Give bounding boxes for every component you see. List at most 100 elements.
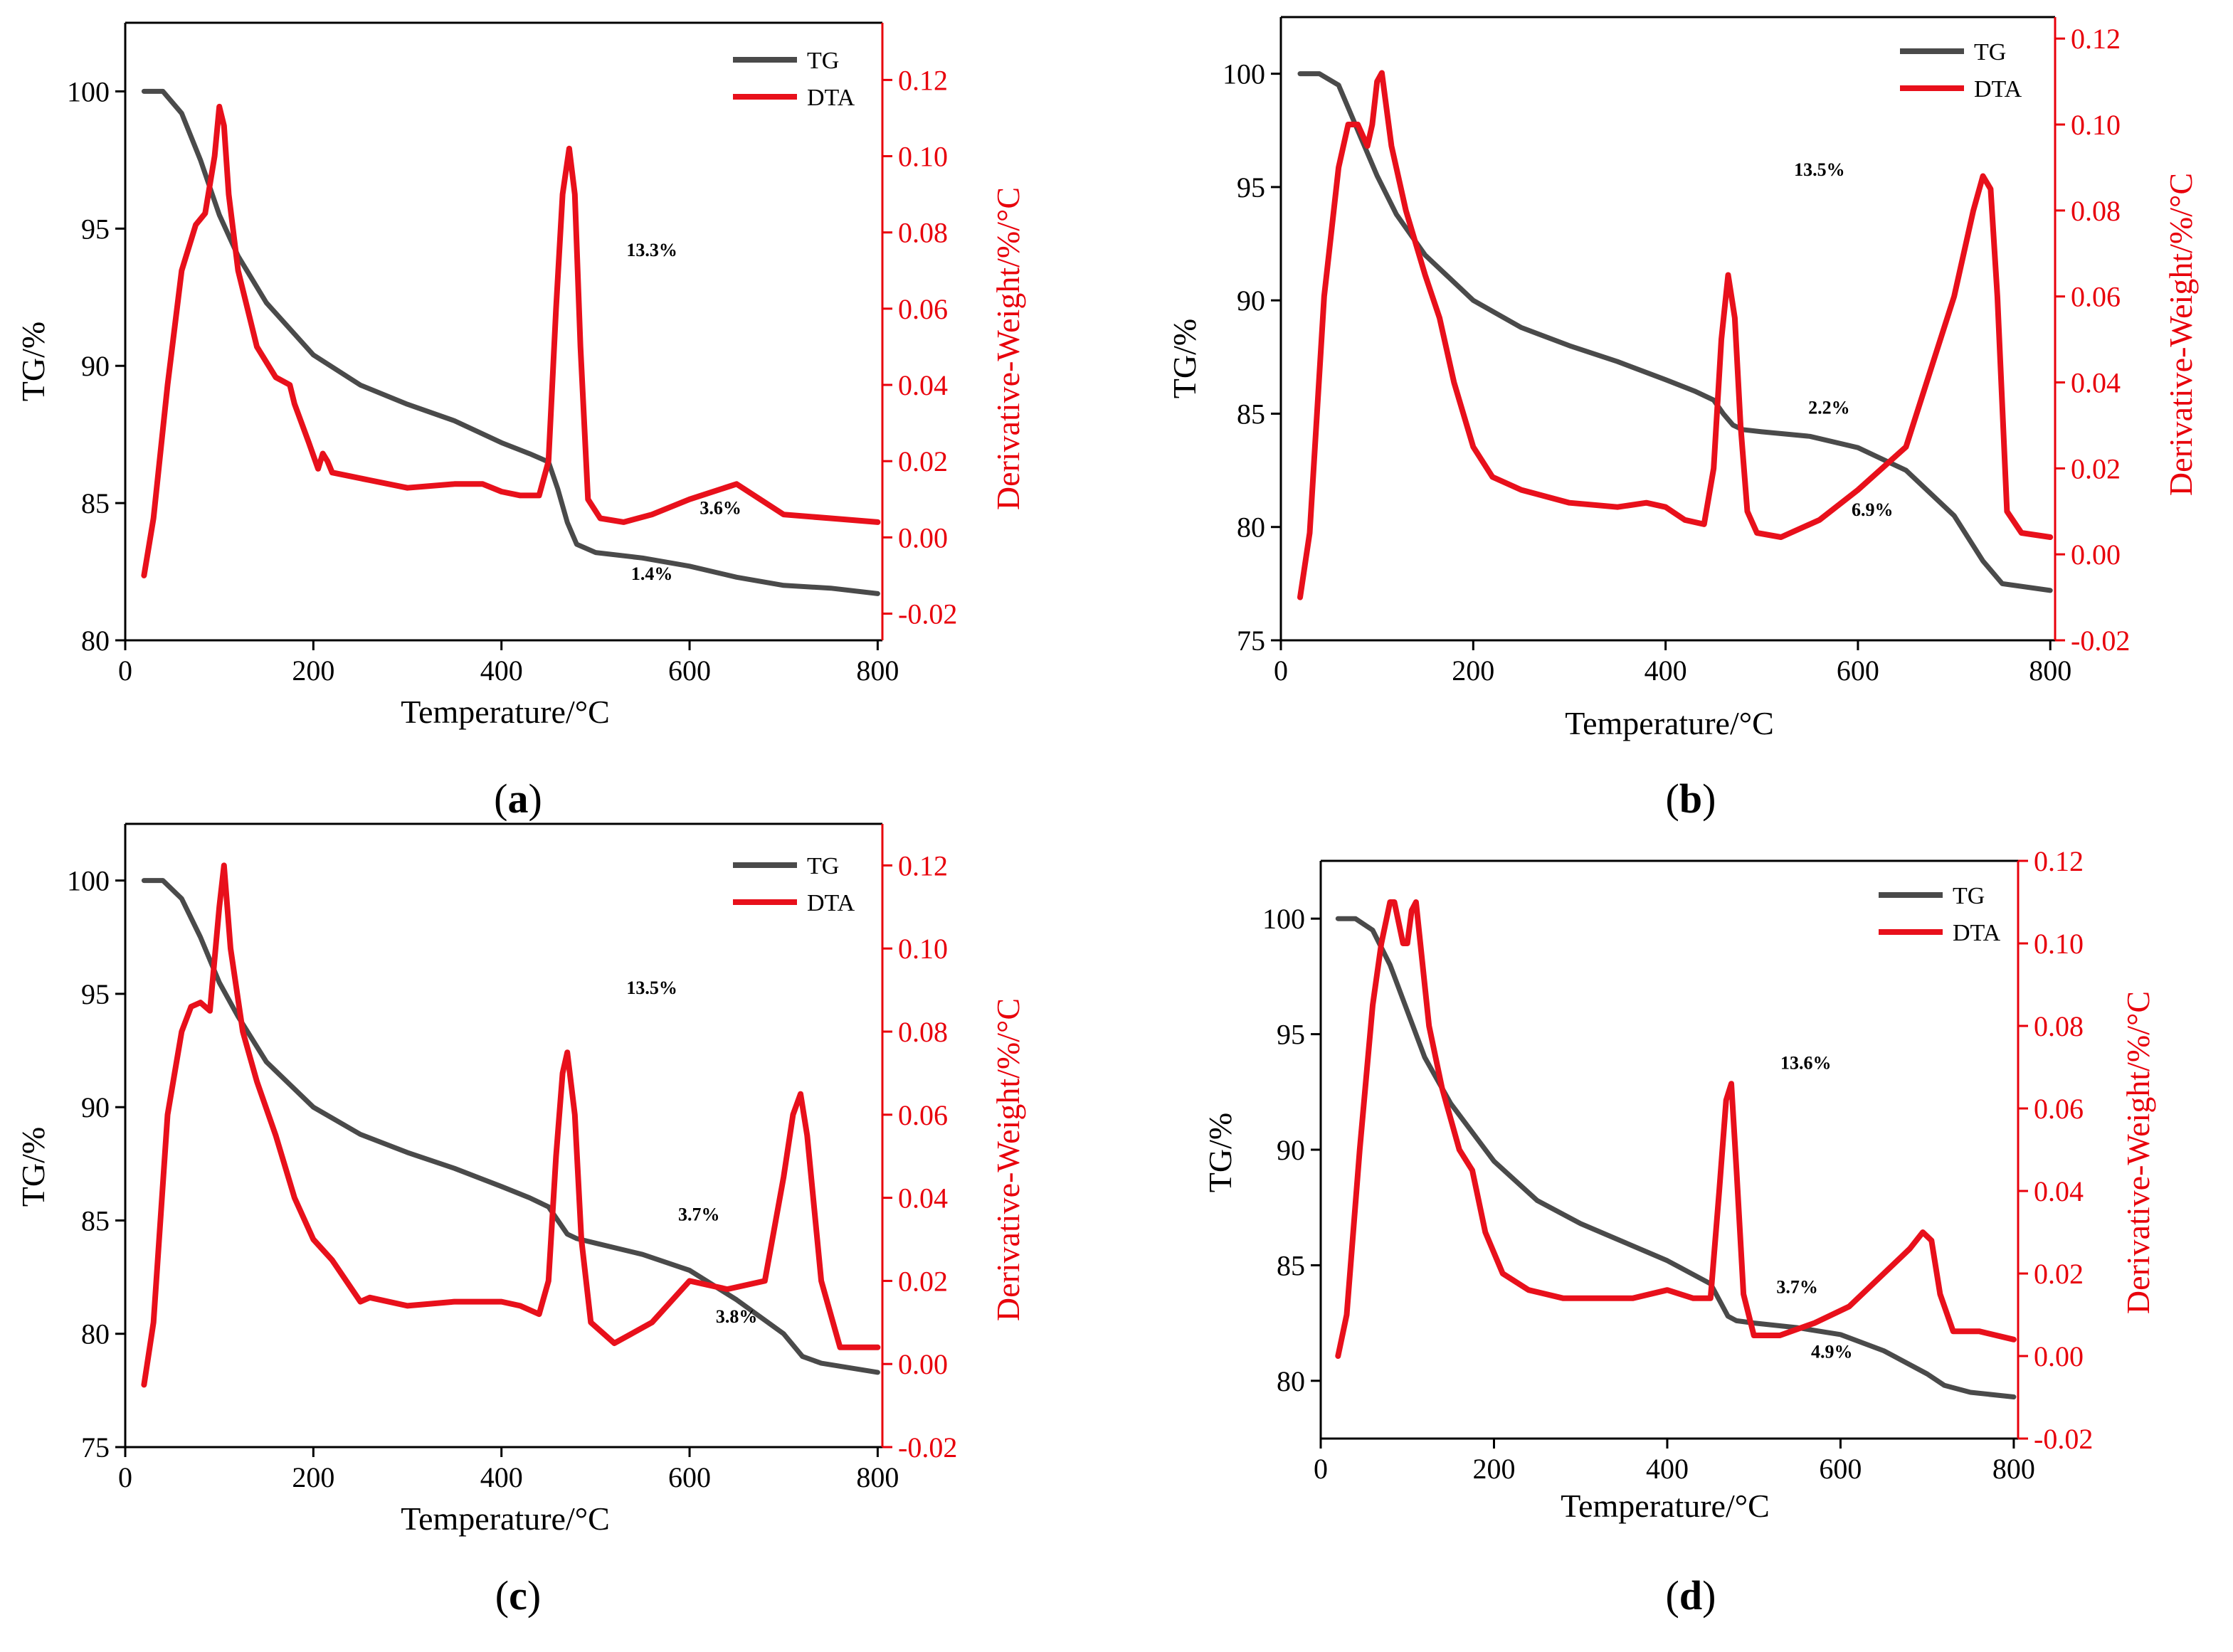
panel-a-tg-line (141, 88, 880, 596)
panel-b-tg-line (1297, 71, 2053, 593)
panel-c-dta-line (141, 862, 881, 1388)
panel-b-rtick-label: 0.00 (2071, 539, 2121, 571)
panel-a-caption: (a) (494, 775, 542, 822)
panel-b-xtick-label: 800 (2029, 655, 2071, 687)
panel-a-xtick-label: 600 (668, 655, 711, 687)
panel-b-xtick-label: 200 (1452, 655, 1494, 687)
panel-d-rtick-label: 0.00 (2034, 1340, 2084, 1372)
panel-a-ytick-label: 80 (81, 625, 110, 657)
panel-d-rtick-label: 0.08 (2034, 1010, 2084, 1042)
panel-d-ytick-label: 85 (1277, 1249, 1305, 1281)
panel-c-ytick-label: 100 (67, 865, 110, 897)
panel-c-rtick-label: 0.02 (898, 1265, 948, 1297)
panel-d-ytick-label: 95 (1277, 1019, 1305, 1051)
panel-c-xtick-label: 600 (668, 1461, 711, 1493)
panel-d-rtick-label: 0.02 (2034, 1258, 2084, 1290)
panel-d-xtick-label: 200 (1472, 1453, 1515, 1485)
panel-b-rtick-label: 0.06 (2071, 281, 2121, 313)
panel-a-xtick-label: 800 (856, 655, 899, 687)
panel-a-mass-loss-label: 13.3% (626, 240, 677, 260)
panel-c-ytick-label: 85 (81, 1204, 110, 1237)
panel-d-rtick-label: 0.12 (2034, 845, 2084, 877)
panel-a-rtick-label: 0.02 (898, 445, 948, 477)
panel-b: TG/% Derivative-Weight/%/°C Temperature/… (1166, 16, 2199, 822)
panel-a-xtick-label: 400 (480, 655, 523, 687)
panel-c-ytick-label: 75 (81, 1431, 110, 1463)
panel-b-ytick-label: 90 (1237, 285, 1265, 317)
panel-c-rtick-label: 0.00 (898, 1348, 948, 1380)
panel-c-xtick-label: 400 (480, 1461, 523, 1493)
panel-d-xtick-label: 800 (1992, 1453, 2035, 1485)
panel-c-legend-label-dta: DTA (807, 890, 855, 916)
panel-a-xtick-label: 200 (292, 655, 334, 687)
panel-d-mass-loss-label: 4.9% (1811, 1341, 1853, 1362)
panel-d: TG/% Derivative-Weight/%/°C Temperature/… (1202, 845, 2156, 1619)
panel-d-xlabel: Temperature/°C (1561, 1488, 1770, 1524)
panel-a-rtick-label: 0.04 (898, 369, 948, 401)
panel-d-ylabel-right: Derivative-Weight/%/°C (2120, 991, 2156, 1314)
panel-b-ytick-label: 80 (1237, 512, 1265, 544)
panel-b-ytick-label: 85 (1237, 398, 1265, 430)
panel-a-rtick-label: 0.08 (898, 217, 948, 249)
panel-c: TG/% Derivative-Weight/%/°C Temperature/… (15, 822, 1026, 1619)
panel-d-ytick-label: 80 (1277, 1365, 1305, 1397)
panel-d-mass-loss-label: 13.6% (1780, 1052, 1832, 1073)
panel-b-rtick-label: 0.08 (2071, 195, 2121, 227)
panel-c-xtick-label: 800 (856, 1461, 899, 1493)
panel-d-xtick-label: 0 (1314, 1453, 1328, 1485)
panel-b-mass-loss-label: 2.2% (1808, 397, 1850, 418)
panel-c-ylabel-right: Derivative-Weight/%/°C (990, 998, 1026, 1321)
panel-b-ylabel-left: TG/% (1166, 319, 1203, 398)
panel-a-mass-loss-label: 3.6% (700, 498, 741, 519)
panel-d-ylabel-left: TG/% (1202, 1113, 1238, 1192)
panel-b-legend-label-tg: TG (1974, 39, 2006, 65)
panel-c-ytick-label: 95 (81, 978, 110, 1010)
panel-a-ytick-label: 85 (81, 487, 110, 519)
panel-c-ytick-label: 90 (81, 1091, 110, 1123)
panel-c-ytick-label: 80 (81, 1318, 110, 1350)
panel-a-ylabel-left: TG/% (15, 322, 51, 401)
panel-b-rtick-label: 0.02 (2071, 452, 2121, 485)
panel-a-rtick-label: -0.02 (898, 598, 957, 630)
panel-a-ytick-label: 90 (81, 350, 110, 382)
panel-d-rtick-label: -0.02 (2034, 1423, 2093, 1455)
panel-b-xlabel: Temperature/°C (1565, 705, 1774, 741)
panel-b-xtick-label: 0 (1274, 655, 1288, 687)
panel-a-legend-label-tg: TG (807, 48, 839, 74)
panel-d-tg-line (1335, 916, 2017, 1399)
panel-d-legend-label-tg: TG (1953, 883, 1985, 909)
panel-b-rtick-label: 0.12 (2071, 23, 2121, 55)
panel-b-rtick-label: 0.10 (2071, 109, 2121, 141)
panel-a-xlabel: Temperature/°C (401, 694, 610, 730)
panel-c-xtick-label: 200 (292, 1461, 334, 1493)
panel-d-rtick-label: 0.06 (2034, 1093, 2084, 1125)
panel-a-xtick-label: 0 (118, 655, 132, 687)
panel-b-xtick-label: 400 (1645, 655, 1687, 687)
panel-a-mass-loss-label: 1.4% (631, 563, 673, 584)
panel-a-rtick-label: 0.06 (898, 293, 948, 325)
panel-c-rtick-label: 0.10 (898, 933, 948, 965)
panel-b-ytick-label: 100 (1223, 58, 1265, 90)
panel-a-rtick-label: 0.10 (898, 141, 948, 173)
panel-a-ytick-label: 100 (67, 75, 110, 107)
panel-c-rtick-label: -0.02 (898, 1431, 957, 1463)
panel-c-mass-loss-label: 13.5% (626, 978, 677, 998)
panel-b-ylabel-right: Derivative-Weight/%/°C (2163, 173, 2199, 496)
panel-c-caption: (c) (495, 1572, 541, 1619)
panel-c-rtick-label: 0.06 (898, 1099, 948, 1131)
panel-b-caption: (b) (1666, 775, 1716, 822)
panel-b-ytick-label: 75 (1237, 625, 1265, 657)
panel-b-rtick-label: 0.04 (2071, 367, 2121, 399)
panel-b-dta-line (1297, 70, 2054, 600)
panel-b-legend-label-dta: DTA (1974, 76, 2022, 102)
panel-b-mass-loss-label: 13.5% (1794, 159, 1845, 180)
panel-d-mass-loss-label: 3.7% (1776, 1276, 1818, 1297)
panel-b-rtick-label: -0.02 (2071, 625, 2130, 657)
panel-c-xlabel: Temperature/°C (401, 1500, 610, 1537)
panel-d-xtick-label: 400 (1646, 1453, 1689, 1485)
panel-a-ylabel-right: Derivative-Weight/%/°C (990, 187, 1026, 510)
panel-a-rtick-label: 0.12 (898, 64, 948, 96)
panel-c-mass-loss-label: 3.8% (716, 1306, 758, 1327)
panel-c-ylabel-left: TG/% (15, 1127, 51, 1207)
panel-b-mass-loss-label: 6.9% (1852, 499, 1894, 520)
